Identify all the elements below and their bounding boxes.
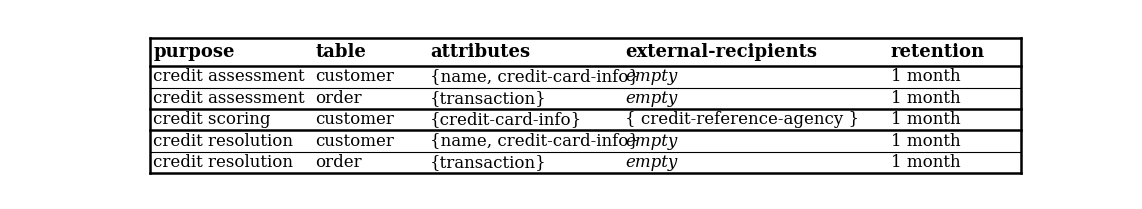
Text: empty: empty bbox=[625, 68, 677, 85]
Text: attributes: attributes bbox=[431, 43, 531, 61]
Text: empty: empty bbox=[625, 133, 677, 149]
Text: external-recipients: external-recipients bbox=[625, 43, 818, 61]
Text: 1 month: 1 month bbox=[891, 111, 960, 128]
Text: order: order bbox=[315, 90, 362, 107]
Text: empty: empty bbox=[625, 90, 677, 107]
Text: 1 month: 1 month bbox=[891, 90, 960, 107]
Text: customer: customer bbox=[315, 68, 394, 85]
Text: {name, credit-card-info}: {name, credit-card-info} bbox=[431, 133, 640, 149]
Text: {name, credit-card-info}: {name, credit-card-info} bbox=[431, 68, 640, 85]
Text: customer: customer bbox=[315, 111, 394, 128]
Text: purpose: purpose bbox=[153, 43, 235, 61]
Text: { credit-reference-agency }: { credit-reference-agency } bbox=[625, 111, 859, 128]
Text: 1 month: 1 month bbox=[891, 154, 960, 171]
Text: credit resolution: credit resolution bbox=[153, 154, 293, 171]
Text: order: order bbox=[315, 154, 362, 171]
Text: {transaction}: {transaction} bbox=[431, 90, 547, 107]
Text: 1 month: 1 month bbox=[891, 68, 960, 85]
Text: {credit-card-info}: {credit-card-info} bbox=[431, 111, 582, 128]
Text: table: table bbox=[315, 43, 367, 61]
Text: credit assessment: credit assessment bbox=[153, 90, 305, 107]
Text: credit assessment: credit assessment bbox=[153, 68, 305, 85]
Text: 1 month: 1 month bbox=[891, 133, 960, 149]
Text: retention: retention bbox=[891, 43, 984, 61]
Text: empty: empty bbox=[625, 154, 677, 171]
Text: {transaction}: {transaction} bbox=[431, 154, 547, 171]
Text: credit resolution: credit resolution bbox=[153, 133, 293, 149]
Text: customer: customer bbox=[315, 133, 394, 149]
Text: credit scoring: credit scoring bbox=[153, 111, 271, 128]
